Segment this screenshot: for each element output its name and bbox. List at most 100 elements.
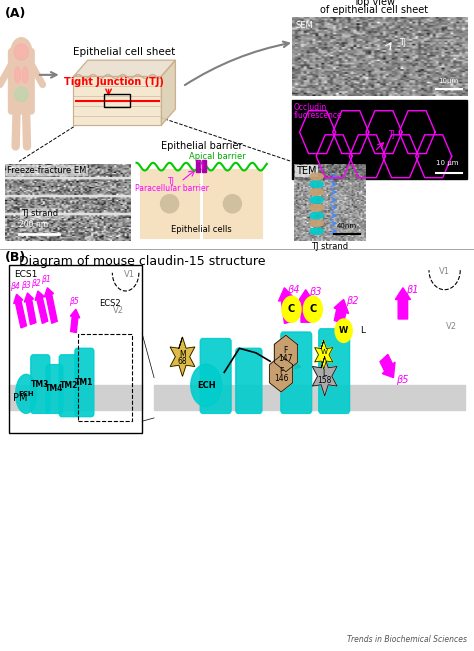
Text: TM2: TM2 xyxy=(60,381,78,390)
Bar xyxy=(104,94,130,107)
Ellipse shape xyxy=(310,197,323,203)
Text: TM1: TM1 xyxy=(75,378,93,387)
Ellipse shape xyxy=(310,181,323,187)
Text: Diagram of mouse claudin-15 structure: Diagram of mouse claudin-15 structure xyxy=(19,255,265,268)
Circle shape xyxy=(11,38,32,66)
Ellipse shape xyxy=(310,220,323,227)
Polygon shape xyxy=(270,355,292,392)
FancyBboxPatch shape xyxy=(46,365,63,413)
Bar xyxy=(292,100,467,179)
Text: W: W xyxy=(339,326,348,335)
Text: Apical barrier: Apical barrier xyxy=(189,152,246,161)
Text: Epithelial cell sheet: Epithelial cell sheet xyxy=(73,47,175,57)
Ellipse shape xyxy=(310,228,323,234)
Text: (B): (B) xyxy=(5,251,26,264)
Ellipse shape xyxy=(161,195,179,213)
FancyArrow shape xyxy=(70,309,80,333)
Text: β1: β1 xyxy=(41,275,50,284)
Ellipse shape xyxy=(310,212,323,219)
Text: Paracellular barrier: Paracellular barrier xyxy=(135,184,209,193)
Ellipse shape xyxy=(15,87,28,102)
Circle shape xyxy=(335,319,352,342)
Bar xyxy=(9,385,142,410)
Text: TJ: TJ xyxy=(198,161,205,170)
Text: TJ strand: TJ strand xyxy=(21,209,58,218)
Text: V2: V2 xyxy=(446,322,456,331)
Text: β5: β5 xyxy=(396,374,409,385)
Text: Epithelial barrier: Epithelial barrier xyxy=(161,141,242,151)
Text: ECS2: ECS2 xyxy=(100,299,121,308)
Text: 200 nm: 200 nm xyxy=(19,219,48,229)
Bar xyxy=(79,334,132,421)
Text: ECH: ECH xyxy=(18,391,34,397)
Text: (A): (A) xyxy=(5,7,26,20)
Ellipse shape xyxy=(15,66,20,83)
Polygon shape xyxy=(170,337,195,376)
FancyArrow shape xyxy=(24,293,36,324)
Text: 147: 147 xyxy=(279,353,293,363)
FancyArrow shape xyxy=(35,291,48,324)
Text: F: F xyxy=(279,367,283,376)
Polygon shape xyxy=(274,335,297,372)
FancyBboxPatch shape xyxy=(319,329,350,413)
Text: TJ: TJ xyxy=(400,38,407,47)
Text: L: L xyxy=(360,326,365,335)
Text: Top view: Top view xyxy=(354,0,395,7)
FancyBboxPatch shape xyxy=(281,332,311,413)
Ellipse shape xyxy=(14,44,28,61)
Text: 40nm: 40nm xyxy=(337,223,356,229)
Text: 158: 158 xyxy=(318,376,332,385)
FancyArrow shape xyxy=(298,290,313,322)
Text: M: M xyxy=(179,350,186,359)
Bar xyxy=(73,77,161,125)
Text: V1: V1 xyxy=(439,267,450,276)
Text: 10 μm: 10 μm xyxy=(436,159,458,166)
Text: 68: 68 xyxy=(178,357,187,366)
Text: C: C xyxy=(288,304,295,314)
Ellipse shape xyxy=(22,66,28,83)
Text: TM4: TM4 xyxy=(46,385,64,393)
Ellipse shape xyxy=(16,374,36,413)
Text: ECS1: ECS1 xyxy=(14,270,37,279)
Text: 146: 146 xyxy=(274,374,288,383)
Ellipse shape xyxy=(191,364,221,406)
Text: TM3: TM3 xyxy=(31,380,49,389)
Text: β1: β1 xyxy=(406,284,418,295)
Bar xyxy=(202,160,206,172)
Polygon shape xyxy=(315,340,333,369)
Bar xyxy=(9,265,142,433)
Text: Occludin: Occludin xyxy=(294,103,327,112)
Text: PM: PM xyxy=(13,393,28,403)
Text: β4: β4 xyxy=(10,282,19,291)
Text: V1: V1 xyxy=(124,270,135,279)
Text: TJ: TJ xyxy=(168,176,175,186)
Text: fluorescence: fluorescence xyxy=(294,111,343,120)
Text: β2: β2 xyxy=(31,279,41,288)
Text: TJ strand: TJ strand xyxy=(311,242,348,251)
Text: 10μm: 10μm xyxy=(438,77,459,84)
Ellipse shape xyxy=(310,189,323,195)
Text: Epithelial cells: Epithelial cells xyxy=(171,225,232,234)
Text: β4: β4 xyxy=(287,284,300,295)
Text: β2: β2 xyxy=(346,296,359,307)
Polygon shape xyxy=(73,60,175,77)
Text: W: W xyxy=(320,349,327,355)
Text: of epithelial cell sheet: of epithelial cell sheet xyxy=(320,5,428,15)
Bar xyxy=(73,77,161,125)
Polygon shape xyxy=(161,60,175,125)
FancyArrow shape xyxy=(380,354,395,378)
FancyBboxPatch shape xyxy=(59,355,78,417)
Text: SEM: SEM xyxy=(295,21,313,31)
Text: β3: β3 xyxy=(309,286,321,297)
FancyBboxPatch shape xyxy=(203,169,262,238)
FancyBboxPatch shape xyxy=(200,339,231,413)
Circle shape xyxy=(303,296,322,322)
Text: Freeze-fracture EM: Freeze-fracture EM xyxy=(7,166,86,175)
FancyArrow shape xyxy=(395,288,410,319)
FancyArrow shape xyxy=(14,294,27,328)
Text: TJ: TJ xyxy=(389,130,396,139)
Polygon shape xyxy=(312,357,337,396)
Text: Trends in Biochemical Sciences: Trends in Biochemical Sciences xyxy=(347,635,467,644)
Ellipse shape xyxy=(223,195,241,213)
Text: TEM: TEM xyxy=(296,166,317,176)
